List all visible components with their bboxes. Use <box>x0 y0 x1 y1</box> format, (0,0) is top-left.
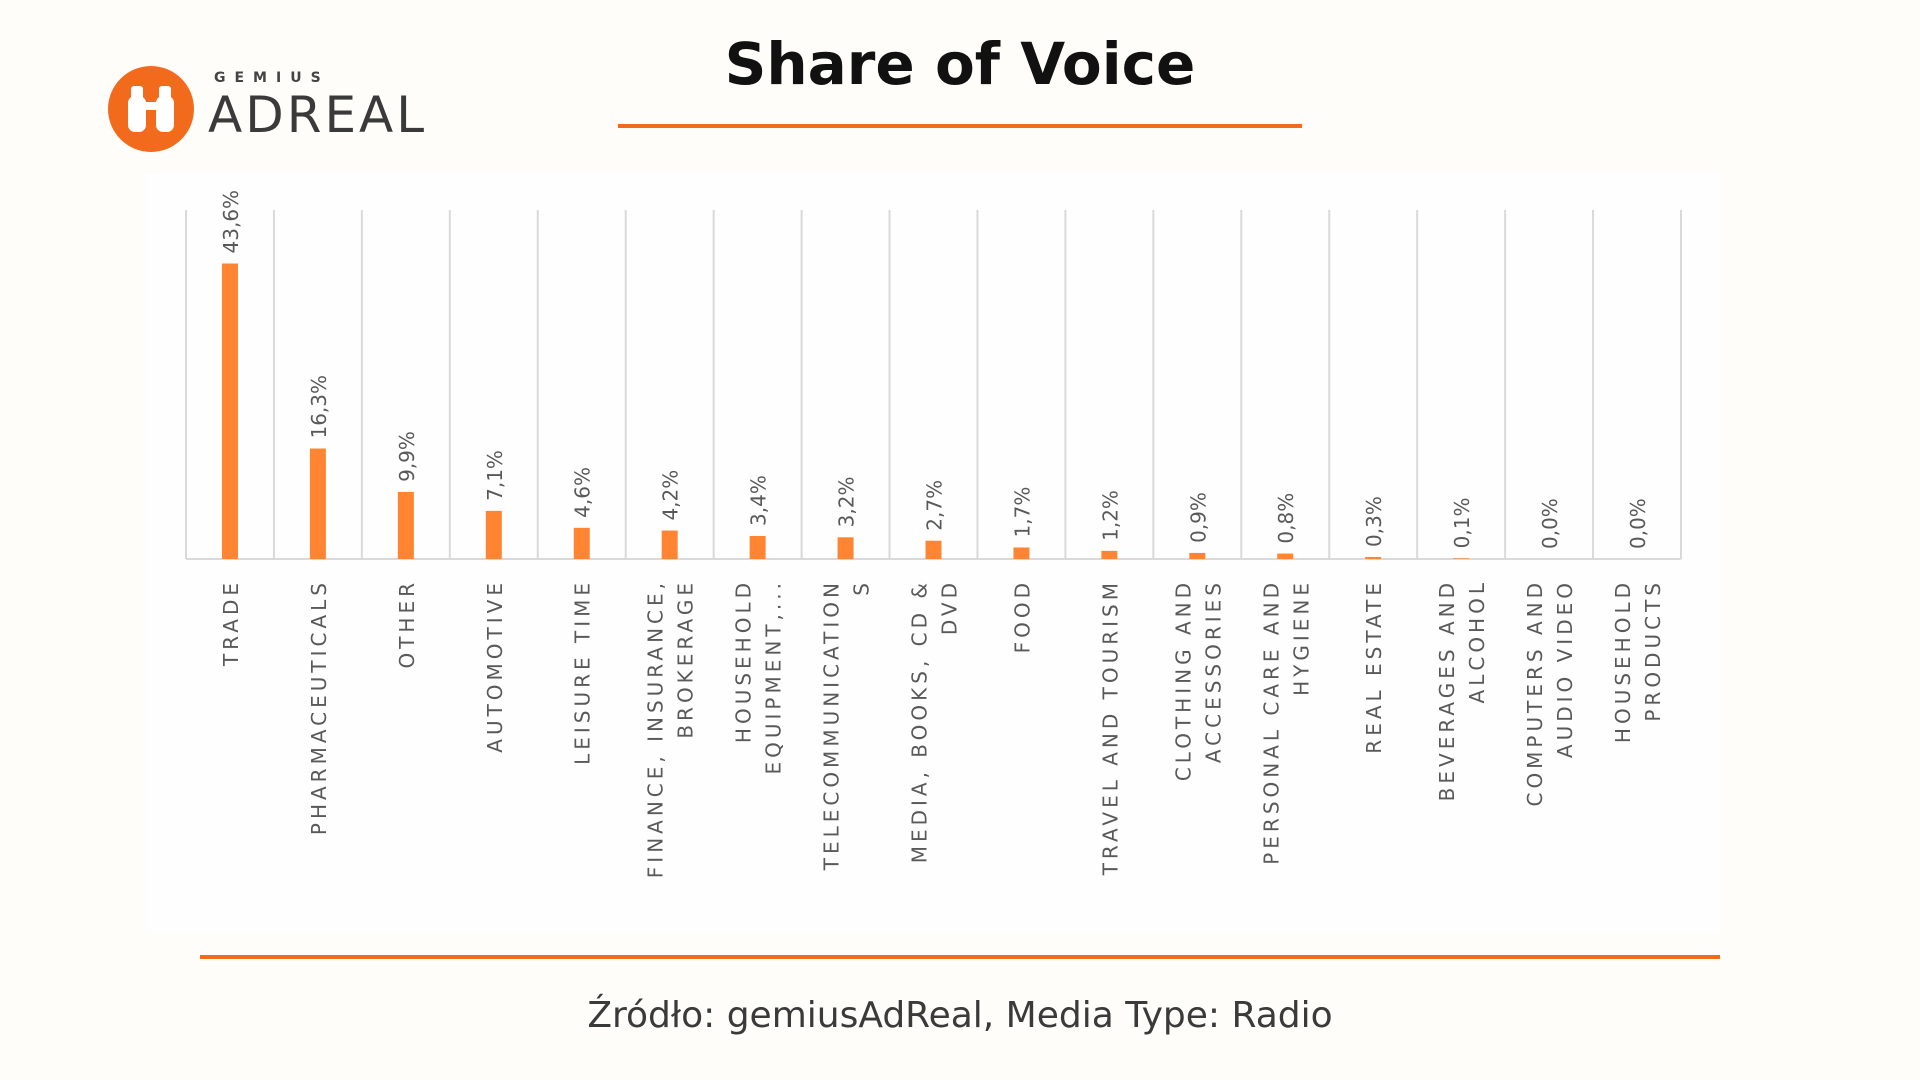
data-label: 43,6% <box>219 190 243 254</box>
category-label: HYGIENE <box>1289 579 1313 696</box>
bar <box>485 510 502 559</box>
category-label: PHARMACEUTICALS <box>307 579 331 835</box>
data-label: 3,4% <box>747 475 771 526</box>
logo-name-text: ADREAL <box>208 86 428 144</box>
category-label: TRADE <box>219 579 243 667</box>
binoculars-icon <box>108 66 194 152</box>
bar <box>837 537 854 559</box>
category-label: FINANCE, INSURANCE, <box>644 579 668 878</box>
category-label: CLOTHING AND <box>1171 579 1195 781</box>
category-label: REAL ESTATE <box>1362 579 1386 754</box>
share-of-voice-chart: 43,6% TRADE 16,3% PHARMACEUTICALS 9,9% OTHER 7… <box>185 190 1682 878</box>
bar <box>573 527 590 559</box>
data-label: 1,2% <box>1098 490 1122 541</box>
footer-divider <box>200 955 1720 959</box>
data-label: 4,6% <box>571 467 595 518</box>
bar <box>1365 556 1382 559</box>
bar <box>749 535 766 559</box>
data-label: 16,3% <box>307 375 331 439</box>
category-label: TELECOMMUNICATION <box>820 579 844 871</box>
page-title: Share of Voice <box>724 30 1196 98</box>
category-label: BROKERAGE <box>674 579 698 739</box>
bar <box>1013 547 1030 559</box>
category-label: AUTOMOTIVE <box>483 579 507 753</box>
category-label: PRODUCTS <box>1641 579 1665 722</box>
data-label: 2,7% <box>923 480 947 531</box>
data-label: 7,1% <box>483 450 507 501</box>
data-label: 0,1% <box>1450 498 1474 549</box>
category-label: AUDIO VIDEO <box>1553 579 1577 758</box>
bar <box>1277 553 1294 559</box>
category-label: ALCOHOL <box>1465 579 1489 703</box>
data-label: 1,7% <box>1010 487 1034 538</box>
bar <box>1453 558 1470 559</box>
chart-panel: 43,6% TRADE 16,3% PHARMACEUTICALS 9,9% OTHER 7… <box>146 172 1720 934</box>
title-underline <box>618 124 1302 128</box>
category-label: ACCESSORIES <box>1201 579 1225 763</box>
data-label: 9,9% <box>395 431 419 482</box>
category-label: BEVERAGES AND <box>1435 579 1459 801</box>
category-label: HOUSEHOLD <box>732 579 756 743</box>
category-label: HOUSEHOLD <box>1611 579 1635 743</box>
source-note: Źródło: gemiusAdReal, Media Type: Radio <box>587 995 1333 1036</box>
category-label: TRAVEL AND TOURISM <box>1098 579 1122 876</box>
bar <box>661 530 678 559</box>
bar <box>397 491 414 559</box>
data-label: 0,9% <box>1186 492 1210 543</box>
data-label: 0,0% <box>1626 498 1650 549</box>
category-label: DVD <box>938 579 962 635</box>
data-label: 0,0% <box>1538 498 1562 549</box>
category-label: LEISURE TIME <box>571 579 595 765</box>
bar <box>309 448 326 559</box>
gemius-adreal-logo: GEMIUS ADREAL <box>108 64 448 154</box>
logo-brand-text: GEMIUS <box>214 70 330 86</box>
data-label: 0,3% <box>1362 496 1386 547</box>
category-label: MEDIA, BOOKS, CD & <box>908 579 932 863</box>
category-label: FOOD <box>1010 579 1034 653</box>
category-label: EQUIPMENT,... <box>762 579 786 774</box>
bar <box>1101 550 1118 559</box>
bar <box>221 263 238 559</box>
category-label: COMPUTERS AND <box>1523 579 1547 807</box>
bar <box>925 540 942 559</box>
data-label: 4,2% <box>659 470 683 521</box>
category-label: PERSONAL CARE AND <box>1259 579 1283 865</box>
data-label: 0,8% <box>1274 493 1298 544</box>
category-label: S <box>850 579 874 596</box>
data-label: 3,2% <box>835 476 859 527</box>
category-label: OTHER <box>395 579 419 669</box>
bar <box>1189 552 1206 559</box>
